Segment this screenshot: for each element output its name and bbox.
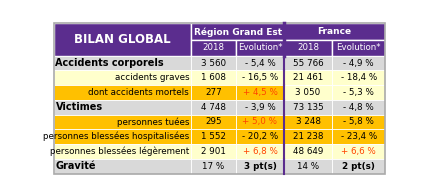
FancyBboxPatch shape (236, 115, 284, 129)
FancyBboxPatch shape (191, 129, 236, 144)
Text: personnes blessées légèrement: personnes blessées légèrement (50, 147, 189, 156)
FancyBboxPatch shape (284, 85, 332, 100)
Text: 17 %: 17 % (202, 162, 225, 171)
FancyBboxPatch shape (284, 56, 332, 70)
Text: Gravité: Gravité (56, 161, 96, 171)
FancyBboxPatch shape (54, 144, 191, 159)
FancyBboxPatch shape (236, 129, 284, 144)
FancyBboxPatch shape (191, 159, 236, 174)
Text: 3 pt(s): 3 pt(s) (244, 162, 276, 171)
Text: 2 901: 2 901 (201, 147, 226, 156)
FancyBboxPatch shape (284, 40, 332, 56)
Text: 55 766: 55 766 (293, 58, 324, 67)
FancyBboxPatch shape (332, 129, 385, 144)
Text: 2 pt(s): 2 pt(s) (342, 162, 375, 171)
Text: 1 552: 1 552 (201, 132, 226, 141)
Text: + 5,0 %: + 5,0 % (243, 117, 277, 127)
FancyBboxPatch shape (284, 70, 332, 85)
Text: + 6,8 %: + 6,8 % (243, 147, 277, 156)
FancyBboxPatch shape (236, 144, 284, 159)
FancyBboxPatch shape (284, 129, 332, 144)
FancyBboxPatch shape (54, 129, 191, 144)
Text: 3 560: 3 560 (201, 58, 226, 67)
FancyBboxPatch shape (332, 159, 385, 174)
FancyBboxPatch shape (54, 70, 191, 85)
FancyBboxPatch shape (332, 85, 385, 100)
Text: Evolution*: Evolution* (238, 43, 282, 52)
Text: 277: 277 (205, 88, 222, 97)
Text: 73 135: 73 135 (293, 103, 324, 112)
Text: accidents graves: accidents graves (115, 73, 189, 82)
Text: 21 238: 21 238 (293, 132, 323, 141)
FancyBboxPatch shape (332, 56, 385, 70)
FancyBboxPatch shape (191, 144, 236, 159)
Text: - 5,4 %: - 5,4 % (245, 58, 275, 67)
Text: 48 649: 48 649 (293, 147, 323, 156)
FancyBboxPatch shape (54, 56, 191, 70)
Text: 14 %: 14 % (297, 162, 319, 171)
Text: - 20,2 %: - 20,2 % (242, 132, 278, 141)
Text: 2018: 2018 (202, 43, 225, 52)
FancyBboxPatch shape (54, 23, 191, 56)
FancyBboxPatch shape (236, 85, 284, 100)
FancyBboxPatch shape (236, 100, 284, 115)
FancyBboxPatch shape (191, 40, 236, 56)
FancyBboxPatch shape (236, 40, 284, 56)
Text: personnes tuées: personnes tuées (117, 117, 189, 127)
FancyBboxPatch shape (54, 159, 191, 174)
FancyBboxPatch shape (284, 23, 385, 40)
FancyBboxPatch shape (191, 23, 284, 40)
FancyBboxPatch shape (191, 85, 236, 100)
Text: BILAN GLOBAL: BILAN GLOBAL (74, 33, 171, 46)
FancyBboxPatch shape (332, 115, 385, 129)
FancyBboxPatch shape (191, 56, 236, 70)
Text: Accidents corporels: Accidents corporels (56, 58, 164, 68)
Text: - 4,9 %: - 4,9 % (343, 58, 374, 67)
FancyBboxPatch shape (236, 70, 284, 85)
FancyBboxPatch shape (284, 159, 332, 174)
Text: Région Grand Est: Région Grand Est (193, 27, 282, 36)
Text: Victimes: Victimes (56, 102, 103, 112)
FancyBboxPatch shape (284, 100, 332, 115)
Text: - 4,8 %: - 4,8 % (343, 103, 374, 112)
FancyBboxPatch shape (54, 100, 191, 115)
Text: 3 248: 3 248 (296, 117, 321, 127)
Text: personnes blessées hospitalisées: personnes blessées hospitalisées (43, 132, 189, 141)
Text: 295: 295 (205, 117, 222, 127)
FancyBboxPatch shape (191, 115, 236, 129)
Text: - 5,3 %: - 5,3 % (343, 88, 374, 97)
Text: - 16,5 %: - 16,5 % (242, 73, 278, 82)
FancyBboxPatch shape (236, 159, 284, 174)
Text: Evolution*: Evolution* (336, 43, 381, 52)
FancyBboxPatch shape (191, 70, 236, 85)
Text: 3 050: 3 050 (295, 88, 321, 97)
Text: - 18,4 %: - 18,4 % (341, 73, 377, 82)
FancyBboxPatch shape (332, 100, 385, 115)
Text: - 3,9 %: - 3,9 % (245, 103, 275, 112)
FancyBboxPatch shape (54, 115, 191, 129)
FancyBboxPatch shape (284, 115, 332, 129)
Text: dont accidents mortels: dont accidents mortels (89, 88, 189, 97)
FancyBboxPatch shape (332, 40, 385, 56)
FancyBboxPatch shape (284, 144, 332, 159)
FancyBboxPatch shape (54, 85, 191, 100)
Text: 21 461: 21 461 (293, 73, 323, 82)
FancyBboxPatch shape (332, 70, 385, 85)
Text: 1 608: 1 608 (201, 73, 226, 82)
Text: - 5,8 %: - 5,8 % (343, 117, 374, 127)
Text: + 4,5 %: + 4,5 % (243, 88, 277, 97)
Text: 4 748: 4 748 (201, 103, 226, 112)
FancyBboxPatch shape (236, 56, 284, 70)
Text: - 23,4 %: - 23,4 % (341, 132, 377, 141)
Text: + 6,6 %: + 6,6 % (341, 147, 376, 156)
FancyBboxPatch shape (332, 144, 385, 159)
Text: France: France (318, 27, 352, 36)
FancyBboxPatch shape (191, 100, 236, 115)
Text: 2018: 2018 (297, 43, 319, 52)
